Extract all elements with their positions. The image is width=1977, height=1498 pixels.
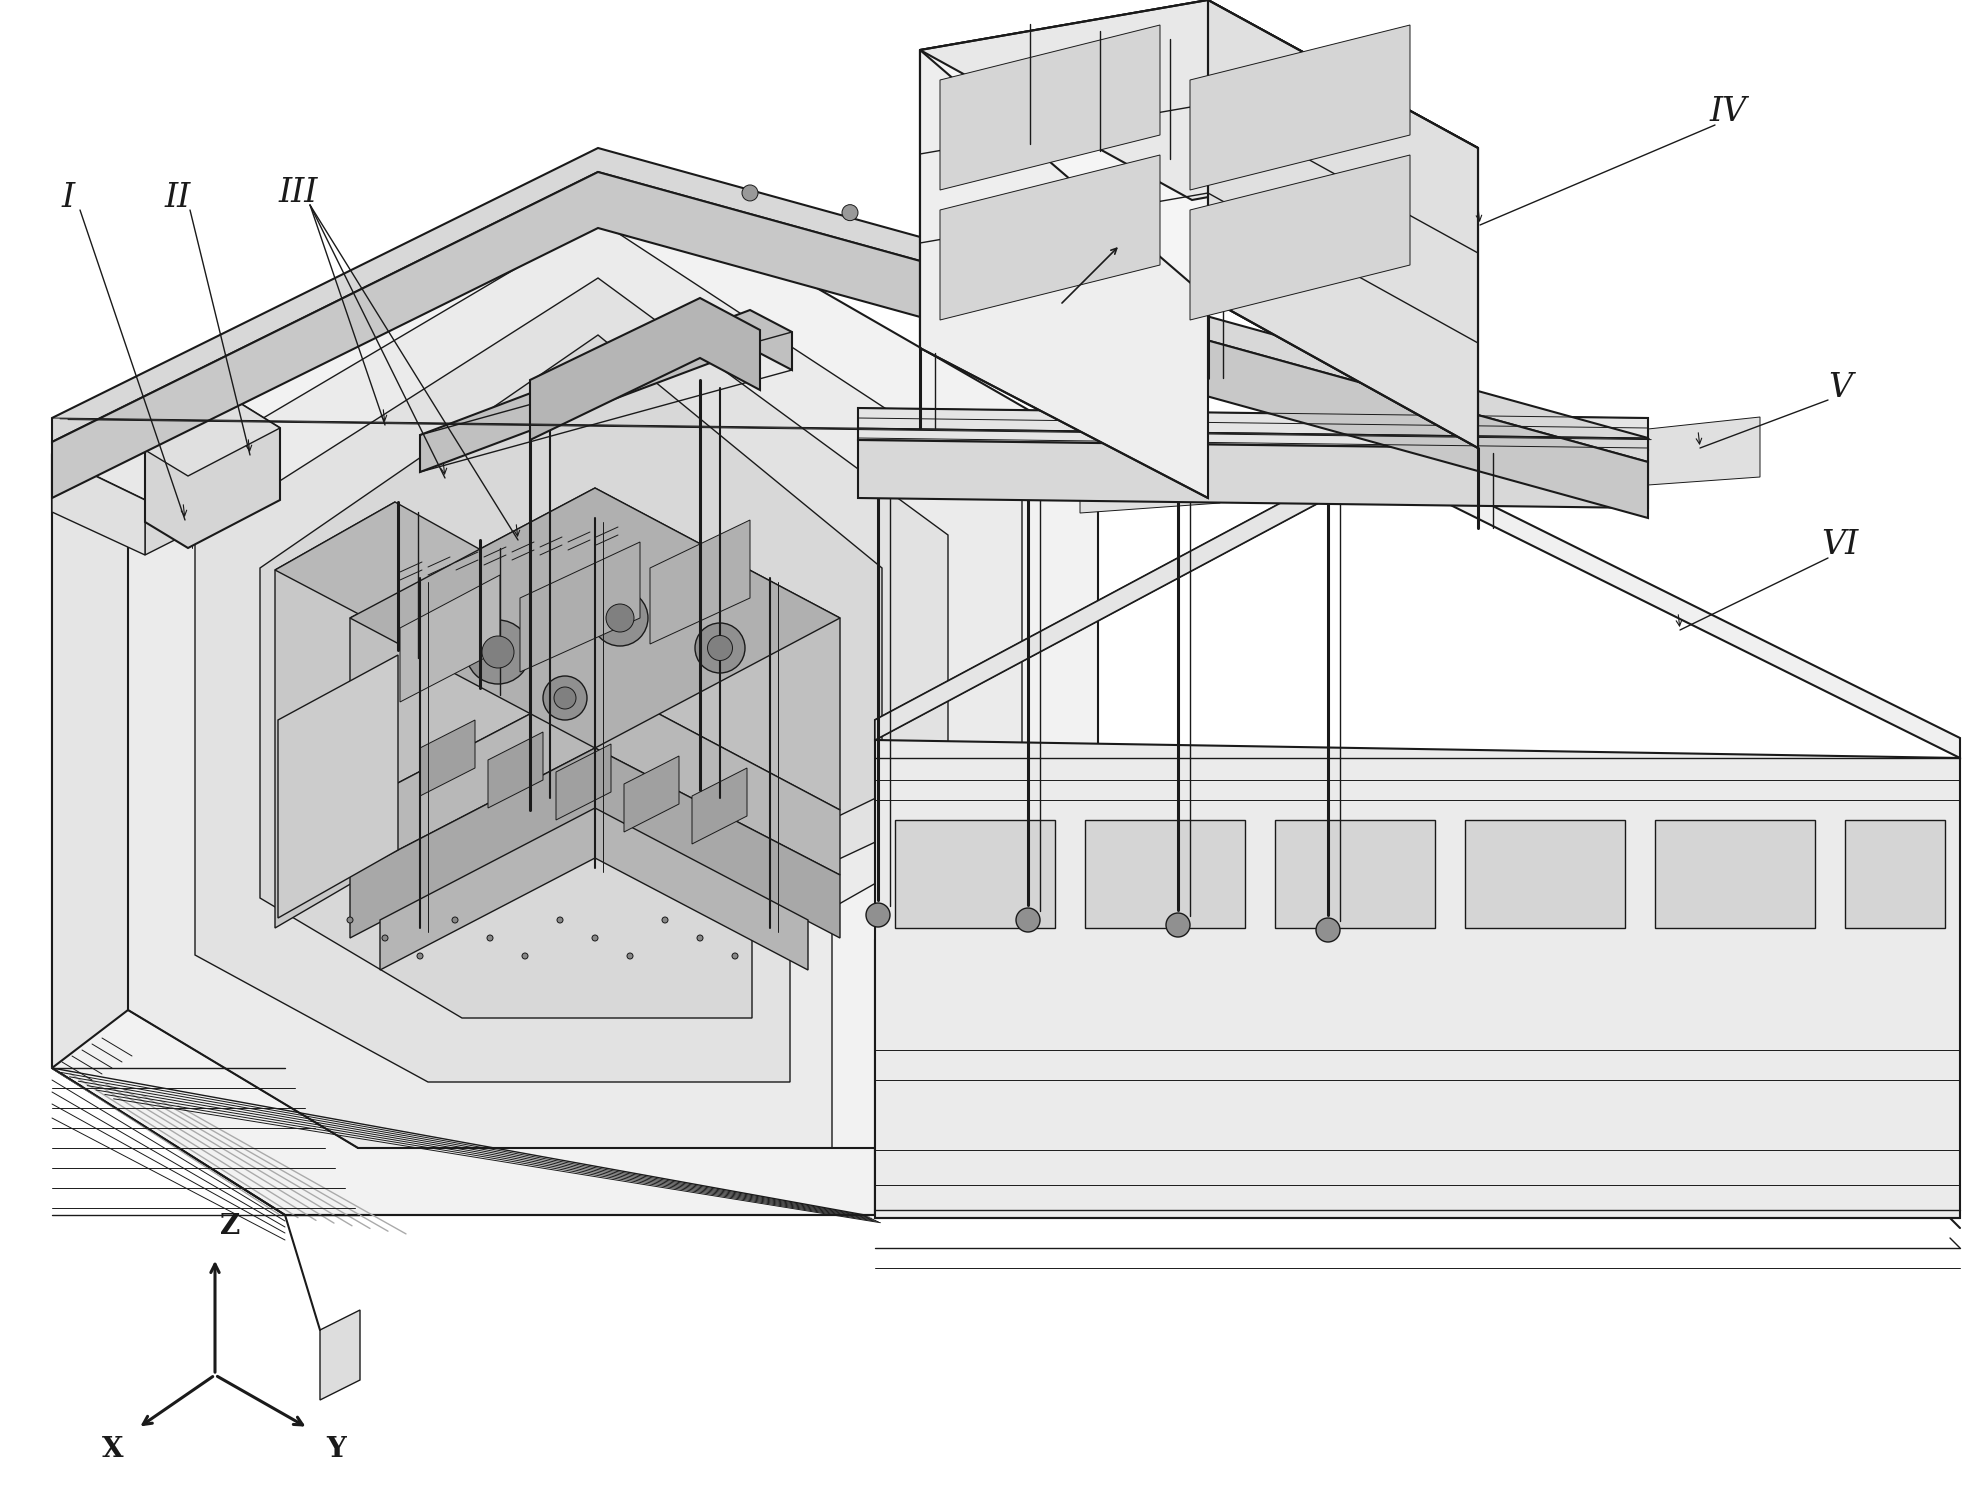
Circle shape (1042, 244, 1058, 261)
Polygon shape (1259, 433, 1400, 503)
Text: III: III (279, 177, 318, 210)
Circle shape (662, 917, 668, 923)
Polygon shape (876, 449, 1380, 740)
Polygon shape (939, 25, 1160, 190)
Text: IV: IV (1710, 96, 1746, 127)
Circle shape (482, 637, 514, 668)
Circle shape (607, 604, 635, 632)
Circle shape (486, 935, 492, 941)
Polygon shape (919, 0, 1479, 448)
Polygon shape (1208, 0, 1479, 448)
Text: X: X (103, 1437, 125, 1464)
Circle shape (1143, 264, 1159, 280)
Circle shape (1317, 918, 1340, 942)
Circle shape (348, 917, 354, 923)
Circle shape (696, 623, 745, 673)
Polygon shape (520, 542, 641, 673)
Polygon shape (919, 49, 1208, 497)
Polygon shape (1275, 819, 1435, 927)
Polygon shape (275, 502, 490, 620)
Circle shape (382, 935, 387, 941)
Polygon shape (144, 401, 281, 548)
Polygon shape (261, 336, 882, 1019)
Circle shape (1166, 912, 1190, 938)
Polygon shape (380, 807, 809, 971)
Polygon shape (1079, 443, 1220, 512)
Polygon shape (876, 740, 1959, 1218)
Polygon shape (1619, 416, 1760, 487)
Polygon shape (51, 455, 129, 1068)
Circle shape (417, 953, 423, 959)
Circle shape (698, 935, 704, 941)
Text: Z: Z (219, 1213, 241, 1240)
Polygon shape (320, 1309, 360, 1401)
Polygon shape (625, 756, 678, 831)
Circle shape (522, 953, 528, 959)
Polygon shape (858, 440, 1649, 508)
Polygon shape (1439, 425, 1580, 494)
Circle shape (627, 953, 633, 959)
Polygon shape (692, 768, 747, 843)
Circle shape (1016, 908, 1040, 932)
Polygon shape (1845, 819, 1945, 927)
Circle shape (842, 205, 858, 220)
Polygon shape (350, 680, 840, 875)
Polygon shape (530, 298, 759, 440)
Polygon shape (1465, 819, 1625, 927)
Polygon shape (650, 520, 749, 644)
Polygon shape (419, 310, 793, 472)
Polygon shape (51, 172, 1649, 518)
Polygon shape (939, 154, 1160, 321)
Polygon shape (399, 575, 500, 703)
Polygon shape (275, 502, 395, 927)
Polygon shape (196, 279, 949, 1082)
Text: I: I (61, 181, 75, 214)
Polygon shape (144, 452, 237, 554)
Polygon shape (51, 162, 1097, 1215)
Text: II: II (164, 181, 192, 214)
Polygon shape (279, 655, 397, 918)
Text: Y: Y (326, 1437, 346, 1464)
Circle shape (558, 917, 563, 923)
Circle shape (731, 953, 737, 959)
Circle shape (453, 917, 459, 923)
Polygon shape (350, 488, 840, 748)
Text: VI: VI (1821, 529, 1858, 560)
Polygon shape (144, 401, 281, 476)
Polygon shape (1190, 25, 1410, 190)
Circle shape (866, 903, 890, 927)
Polygon shape (896, 819, 1056, 927)
Polygon shape (51, 148, 1649, 461)
Circle shape (554, 688, 575, 709)
Circle shape (467, 620, 530, 685)
Polygon shape (556, 745, 611, 819)
Circle shape (591, 590, 648, 646)
Polygon shape (1085, 819, 1246, 927)
Polygon shape (51, 407, 237, 500)
Polygon shape (858, 407, 1649, 449)
Circle shape (708, 635, 733, 661)
Polygon shape (919, 0, 1479, 201)
Polygon shape (419, 721, 474, 795)
Polygon shape (350, 488, 840, 810)
Polygon shape (1190, 154, 1410, 321)
Polygon shape (488, 733, 544, 807)
Circle shape (591, 935, 597, 941)
Circle shape (941, 225, 959, 240)
Polygon shape (350, 748, 840, 938)
Polygon shape (876, 449, 1959, 758)
Circle shape (544, 676, 587, 721)
Polygon shape (1655, 819, 1815, 927)
Text: V: V (1829, 372, 1852, 404)
Circle shape (741, 184, 757, 201)
Polygon shape (129, 220, 1022, 1147)
Polygon shape (51, 455, 144, 554)
